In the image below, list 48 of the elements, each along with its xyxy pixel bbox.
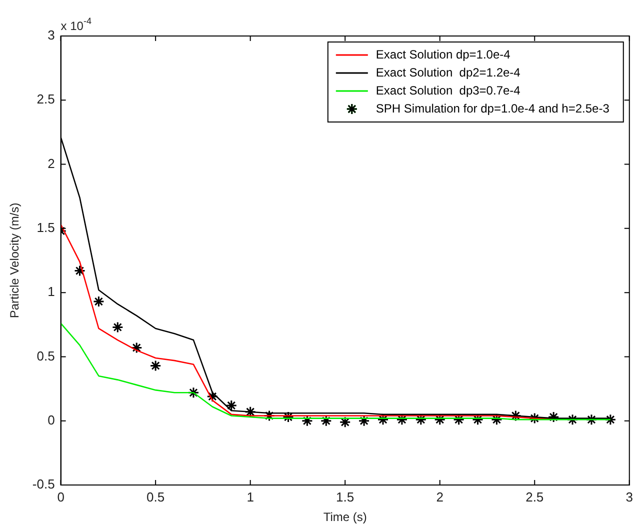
x-tick-label: 0.5 <box>146 489 165 504</box>
x-tick-label: 3 <box>626 489 633 504</box>
y-tick-label: 3 <box>48 28 55 43</box>
point <box>244 406 256 418</box>
legend-label: Exact Solution dp2=1.2e-4 <box>376 65 521 80</box>
point <box>320 415 332 427</box>
legend-label: Exact Solution dp3=0.7e-4 <box>376 83 521 98</box>
point <box>92 296 104 308</box>
point <box>566 414 578 426</box>
point <box>112 321 124 333</box>
point <box>226 400 238 412</box>
point <box>264 410 276 422</box>
y-axis-title: Particle Velocity (m/s) <box>8 202 22 318</box>
point <box>586 414 598 426</box>
y-tick-label: 0 <box>48 412 55 428</box>
point <box>510 410 522 422</box>
x-tick-label: 1.5 <box>336 489 354 504</box>
point <box>206 390 218 402</box>
y-tick-label: -0.5 <box>32 476 55 492</box>
point <box>150 360 162 372</box>
point <box>282 411 294 423</box>
point <box>377 414 389 426</box>
y-tick-label: 1 <box>48 284 55 300</box>
point <box>472 414 484 426</box>
point <box>130 342 142 354</box>
point <box>604 414 616 426</box>
y-tick-label: 1.5 <box>36 220 55 236</box>
y-tick-label: 0.5 <box>36 348 55 364</box>
point <box>490 414 502 426</box>
x-tick-label: 0 <box>57 489 64 504</box>
x-tick-label: 1 <box>246 489 254 504</box>
x-tick-label: 2.5 <box>526 489 544 504</box>
x-tick-label: 2 <box>436 489 444 504</box>
point <box>396 414 408 426</box>
x-axis-title: Time (s) <box>323 510 367 524</box>
point <box>339 416 351 428</box>
point <box>358 415 370 427</box>
point <box>453 414 465 426</box>
legend-label: SPH Simulation for dp=1.0e-4 and h=2.5e-3 <box>376 101 610 116</box>
y-tick-label: 2 <box>48 156 55 171</box>
point <box>434 414 446 426</box>
point <box>415 414 427 426</box>
legend-label: Exact Solution dp=1.0e-4 <box>376 47 511 62</box>
point <box>74 265 86 277</box>
point <box>301 415 313 427</box>
point <box>548 411 560 423</box>
y-tick-label: 2.5 <box>36 92 55 107</box>
point <box>188 386 200 398</box>
